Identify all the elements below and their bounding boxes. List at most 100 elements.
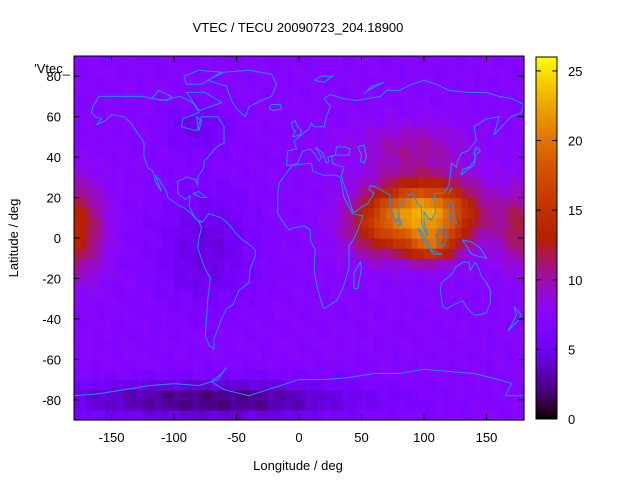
heatmap-cell [155,298,163,310]
heatmap-cell [274,339,281,350]
heatmap-cell [349,66,356,77]
heatmap-cell [424,86,431,98]
heatmap-cell [224,76,231,87]
heatmap-cell [111,369,119,381]
heatmap-cell [292,136,300,148]
heatmap-cell [511,116,519,128]
heatmap-cell [92,197,100,209]
heatmap-cell [399,308,406,320]
heatmap-cell [380,86,388,98]
heatmap-cell [299,268,306,280]
heatmap-cell [111,339,119,350]
heatmap-cell [367,86,375,98]
heatmap-cell [99,86,106,98]
heatmap-cell [199,197,206,209]
heatmap-cell [336,318,344,330]
heatmap-cell [292,126,300,138]
heatmap-cell [399,157,406,168]
heatmap-cell [224,278,231,290]
heatmap-cell [374,298,381,310]
heatmap-cell [136,278,144,290]
heatmap-cell [442,298,450,310]
heatmap-cell [386,157,394,168]
heatmap-cell [286,359,294,371]
heatmap-cell [224,339,231,350]
heatmap-cell [474,207,481,219]
heatmap-cell [417,298,425,310]
heatmap-cell [292,167,300,178]
heatmap-cell [92,126,100,138]
heatmap-cell [436,187,444,199]
heatmap-cell [499,318,506,330]
heatmap-cell [261,339,269,350]
heatmap-cell [192,106,200,118]
heatmap-cell [217,86,225,98]
coastline-africa [277,162,364,310]
heatmap-cell [405,136,413,148]
heatmap-cell [305,339,313,350]
heatmap-cell [199,76,206,87]
heatmap-cell [499,238,506,249]
heatmap-cell [486,76,494,87]
heatmap-cell [405,329,413,340]
heatmap-cell [349,288,356,300]
heatmap-cell [499,76,506,87]
x-tick-label: -150 [98,430,124,445]
heatmap-cell [261,116,269,128]
heatmap-cell [92,207,100,219]
heatmap-cell [80,136,88,148]
heatmap-cell [167,399,175,411]
heatmap-cell [311,227,319,239]
heatmap-cell [467,207,475,219]
heatmap-cell [349,157,356,168]
heatmap-cell [149,96,156,108]
heatmap-cell [230,278,238,290]
heatmap-cell [161,56,169,67]
heatmap-cell [167,167,175,178]
heatmap-cell [217,197,225,209]
heatmap-cell [436,369,444,381]
y-tick-label: 60 [47,110,61,125]
heatmap-cell [167,389,175,401]
heatmap-cell [74,157,81,168]
heatmap-cell [330,167,338,178]
heatmap-cell [161,339,169,350]
heatmap-cell [361,227,369,239]
heatmap-cell [492,106,500,118]
heatmap-cell [417,177,425,189]
heatmap-cell [467,399,475,411]
heatmap-cell [292,106,300,118]
heatmap-cell [286,369,294,381]
heatmap-cell [136,126,144,138]
heatmap-cell [505,86,513,98]
heatmap-cell [86,298,94,310]
heatmap-cell [167,76,175,87]
heatmap-cell [305,399,313,411]
heatmap-cell [367,96,375,108]
heatmap-cell [280,278,288,290]
heatmap-cell [499,258,506,269]
heatmap-cell [136,76,144,87]
heatmap-cell [111,227,119,239]
heatmap-cell [205,126,213,138]
heatmap-cell [467,308,475,320]
heatmap-cell [411,329,419,340]
heatmap-cell [336,177,344,189]
heatmap-cell [367,238,375,249]
heatmap-cell [492,157,500,168]
heatmap-cell [230,106,238,118]
heatmap-cell [217,106,225,118]
heatmap-cell [236,389,244,401]
heatmap-cell [267,369,275,381]
heatmap-cell [367,248,375,259]
heatmap-cell [136,167,144,178]
heatmap-cell [99,349,106,360]
heatmap-cell [386,177,394,189]
heatmap-cell [305,76,313,87]
heatmap-cell [174,349,181,360]
heatmap-cell [205,177,213,189]
heatmap-cell [474,167,481,178]
heatmap-cell [342,116,350,128]
heatmap-cell [286,106,294,118]
heatmap-cell [211,258,219,269]
